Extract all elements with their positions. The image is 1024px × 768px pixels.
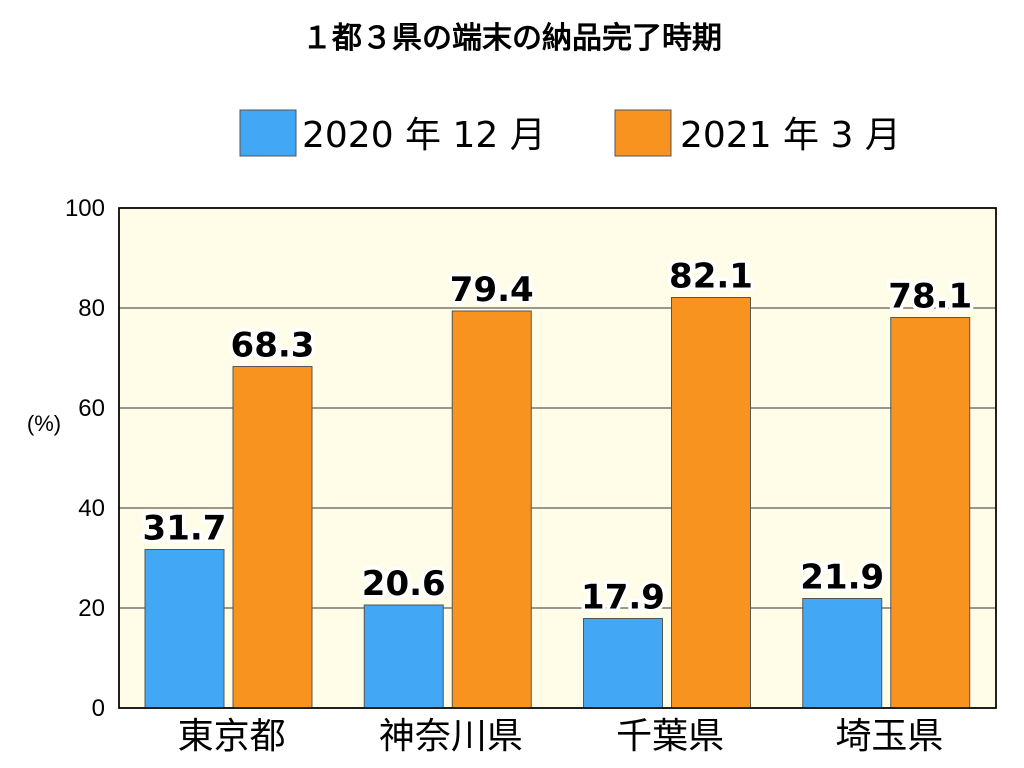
y-axis-label: (%) — [27, 411, 61, 436]
y-tick-100: 100 — [65, 195, 105, 222]
y-tick-60: 60 — [78, 395, 105, 422]
y-tick-20: 20 — [78, 595, 105, 622]
y-axis-ticks: 0 20 40 60 80 100 — [65, 195, 105, 722]
bar-2021-03-3 — [890, 317, 971, 709]
category-label-0: 東京都 — [178, 716, 286, 757]
plot-border — [118, 207, 997, 709]
legend-swatch-2021-03 — [614, 109, 672, 157]
bars — [144, 297, 971, 709]
legend: 2020 年 12 月 2021 年 3 月 — [239, 109, 901, 157]
data-labels: 31.7 68.3 20.6 79.4 17.9 82.1 21.9 78.1 — [139, 253, 976, 621]
bar-2020-12-3 — [802, 598, 883, 709]
data-label-2021-03-3: 78.1 — [888, 277, 972, 317]
data-label-2020-12-2: 17.9 — [581, 578, 665, 618]
legend-swatch-2020-12 — [239, 109, 297, 157]
bar-2021-03-0 — [232, 366, 313, 709]
category-label-1: 神奈川県 — [379, 716, 523, 757]
data-label-2021-03-2: 82.1 — [669, 257, 753, 297]
y-tick-0: 0 — [92, 695, 105, 722]
data-label-2020-12-3: 21.9 — [800, 558, 884, 598]
category-label-3: 埼玉県 — [835, 716, 943, 757]
bar-2021-03-1 — [451, 310, 532, 709]
y-tick-80: 80 — [78, 295, 105, 322]
legend-label-2021-03: 2021 年 3 月 — [680, 115, 901, 156]
data-label-2020-12-0: 31.7 — [143, 509, 227, 549]
data-label-2021-03-1: 79.4 — [450, 270, 534, 310]
legend-label-2020-12: 2020 年 12 月 — [302, 115, 546, 156]
chart-title: １都３県の端末の納品完了時期 — [302, 21, 722, 56]
y-tick-40: 40 — [78, 495, 105, 522]
data-label-2021-03-0: 68.3 — [231, 326, 315, 366]
bar-2020-12-0 — [144, 549, 225, 709]
category-label-2: 千葉県 — [616, 716, 724, 757]
data-label-2020-12-1: 20.6 — [362, 564, 446, 604]
category-labels: 東京都 神奈川県 千葉県 埼玉県 — [178, 716, 944, 757]
bar-2020-12-1 — [363, 604, 444, 709]
bar-2021-03-2 — [671, 297, 751, 709]
bar-2020-12-2 — [583, 618, 663, 709]
